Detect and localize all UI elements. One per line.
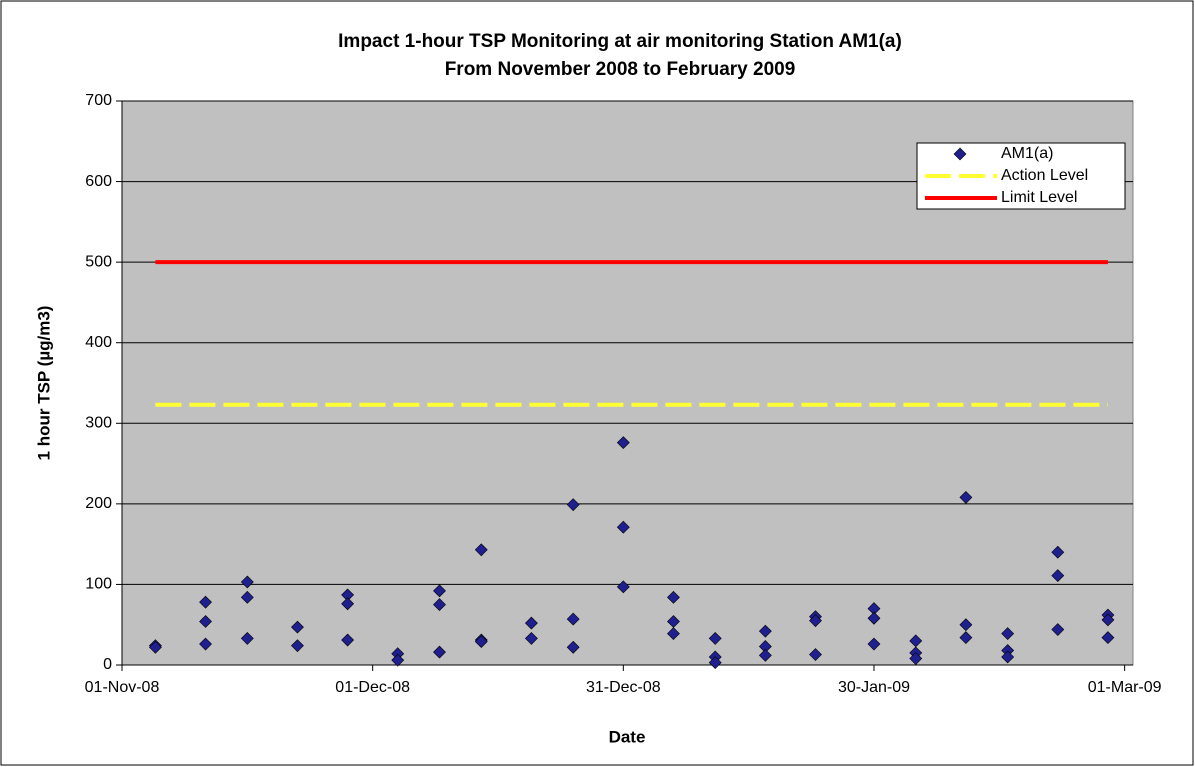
- y-tick-label: 200: [85, 495, 112, 512]
- data-point: [433, 598, 446, 611]
- data-point: [524, 616, 538, 630]
- chart-title: Impact 1-hour TSP Monitoring at air moni…: [338, 31, 902, 52]
- data-point: [1101, 613, 1115, 627]
- data-point: [474, 543, 488, 557]
- data-point: [708, 631, 722, 645]
- data-point: [474, 635, 488, 649]
- data-point: [959, 631, 973, 645]
- data-point: [566, 640, 580, 654]
- data-point: [809, 648, 822, 661]
- data-point: [341, 597, 355, 611]
- data-point: [616, 436, 630, 450]
- data-point: [959, 618, 973, 632]
- y-tick-label: 300: [85, 415, 112, 432]
- data-point: [566, 612, 580, 626]
- data-point: [758, 624, 772, 638]
- data-point: [867, 637, 881, 651]
- data-point: [1001, 650, 1015, 664]
- data-point: [199, 637, 212, 651]
- x-tick-label: 31-Dec-08: [586, 679, 661, 696]
- data-point: [341, 633, 355, 647]
- data-point: [758, 648, 772, 662]
- data-point: [1051, 569, 1065, 582]
- data-point: [667, 590, 680, 604]
- data-point: [1051, 545, 1065, 559]
- y-tick-label: 500: [85, 253, 112, 270]
- y-tick-label: 100: [85, 576, 112, 593]
- data-point: [199, 615, 212, 628]
- y-tick-label: 400: [85, 334, 112, 351]
- data-point: [616, 520, 630, 534]
- data-point: [667, 627, 680, 641]
- data-point: [199, 595, 212, 609]
- data-point: [240, 631, 254, 645]
- x-tick-label: 01-Dec-08: [335, 679, 410, 696]
- y-axis-title: 1 hour TSP (µg/m3): [34, 306, 53, 461]
- data-point: [959, 490, 973, 504]
- data-point: [616, 580, 630, 594]
- data-point: [240, 590, 254, 604]
- legend-label: AM1(a): [1001, 145, 1053, 162]
- data-point: [391, 653, 405, 667]
- x-axis-title: Date: [609, 727, 646, 746]
- x-tick-label: 01-Nov-08: [85, 679, 160, 696]
- legend-marker: [953, 147, 967, 161]
- y-tick-label: 700: [85, 92, 112, 109]
- data-point: [291, 639, 304, 653]
- data-point: [433, 584, 446, 598]
- data-point: [1101, 631, 1115, 645]
- data-point: [1001, 627, 1015, 641]
- data-point: [524, 631, 538, 645]
- data-point: [240, 575, 254, 589]
- chart-subtitle: From November 2008 to February 2009: [445, 59, 796, 80]
- data-point: [867, 611, 881, 625]
- y-tick-label: 0: [103, 656, 112, 673]
- x-tick-label: 01-Mar-09: [1088, 679, 1162, 696]
- data-point: [1051, 623, 1065, 636]
- legend-label: Limit Level: [1001, 189, 1077, 206]
- data-point: [566, 498, 580, 512]
- data-point: [433, 645, 446, 659]
- data-point: [148, 640, 162, 654]
- data-point: [909, 652, 923, 665]
- data-point: [708, 656, 722, 670]
- data-point: [809, 614, 822, 628]
- y-tick-label: 600: [85, 173, 112, 190]
- data-point: [291, 620, 304, 634]
- legend-label: Action Level: [1001, 167, 1088, 184]
- x-tick-label: 30-Jan-09: [838, 679, 910, 696]
